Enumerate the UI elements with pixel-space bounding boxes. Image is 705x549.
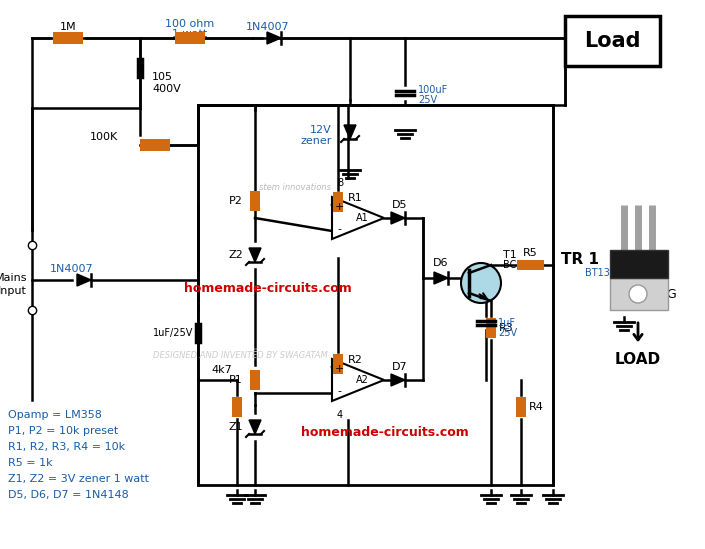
- Text: 12V: 12V: [310, 125, 332, 135]
- Bar: [175, 32, 205, 44]
- Text: 4k7: 4k7: [212, 365, 232, 375]
- Bar: [333, 354, 343, 374]
- Polygon shape: [249, 420, 261, 434]
- Text: A2: A2: [355, 375, 369, 385]
- Text: 1N4007: 1N4007: [246, 22, 290, 32]
- Text: 105
400V: 105 400V: [152, 72, 180, 94]
- Text: LOAD: LOAD: [615, 352, 661, 367]
- Text: A1: A1: [355, 213, 369, 223]
- Text: +: +: [334, 364, 344, 374]
- Text: Opamp = LM358: Opamp = LM358: [8, 410, 102, 420]
- Polygon shape: [332, 359, 384, 401]
- Text: 100K: 100K: [90, 132, 118, 142]
- Circle shape: [461, 263, 501, 303]
- Text: 8: 8: [337, 178, 343, 188]
- Polygon shape: [391, 212, 405, 224]
- Bar: [250, 370, 260, 390]
- Polygon shape: [77, 274, 91, 286]
- Text: 1 watt: 1 watt: [173, 29, 208, 39]
- Text: homemade-circuits.com: homemade-circuits.com: [301, 425, 469, 439]
- Bar: [517, 260, 544, 271]
- Text: zener: zener: [300, 136, 332, 146]
- Text: Z1, Z2 = 3V zener 1 watt: Z1, Z2 = 3V zener 1 watt: [8, 474, 149, 484]
- Bar: [140, 139, 170, 151]
- Text: 1M: 1M: [60, 22, 76, 32]
- Text: 4: 4: [337, 410, 343, 420]
- Text: R2: R2: [348, 355, 363, 365]
- Text: R1, R2, R3, R4 = 10k: R1, R2, R3, R4 = 10k: [8, 442, 125, 452]
- Polygon shape: [391, 374, 405, 386]
- Text: T1: T1: [503, 250, 517, 260]
- Text: R5 = 1k: R5 = 1k: [8, 458, 53, 468]
- Text: homemade-circuits.com: homemade-circuits.com: [184, 282, 352, 294]
- Text: 1uF/25V: 1uF/25V: [152, 328, 193, 338]
- Text: stem innovations: stem innovations: [259, 183, 331, 193]
- Text: BC557: BC557: [503, 260, 535, 270]
- Text: Input: Input: [0, 286, 27, 296]
- Polygon shape: [332, 197, 384, 239]
- Text: P1, P2 = 10k preset: P1, P2 = 10k preset: [8, 426, 118, 436]
- Text: D7: D7: [392, 362, 407, 372]
- Text: -: -: [337, 224, 341, 234]
- Polygon shape: [267, 32, 281, 44]
- Bar: [333, 192, 343, 212]
- Text: BT139: BT139: [585, 268, 616, 278]
- Text: 100uF: 100uF: [418, 85, 448, 95]
- Bar: [610, 278, 668, 310]
- Text: Load: Load: [584, 31, 640, 51]
- Bar: [232, 397, 242, 417]
- Text: D5, D6, D7 = 1N4148: D5, D6, D7 = 1N4148: [8, 490, 129, 500]
- Bar: [486, 318, 496, 338]
- Text: TR 1: TR 1: [561, 253, 599, 267]
- Bar: [53, 32, 83, 44]
- Text: P2: P2: [229, 196, 243, 206]
- Text: DESIGNED AND INVENTED BY SWAGATAM: DESIGNED AND INVENTED BY SWAGATAM: [152, 350, 327, 360]
- Text: R5: R5: [522, 248, 537, 258]
- Text: R1: R1: [348, 193, 363, 203]
- Text: R4: R4: [529, 402, 544, 412]
- Text: 25V: 25V: [498, 328, 517, 338]
- Text: +: +: [334, 202, 344, 212]
- Circle shape: [629, 285, 647, 303]
- Text: R3: R3: [499, 323, 514, 333]
- Bar: [198, 105, 553, 485]
- Text: P1: P1: [229, 375, 243, 385]
- Text: 1N4007: 1N4007: [50, 264, 94, 274]
- Text: Z2: Z2: [228, 250, 243, 260]
- Bar: [610, 250, 668, 278]
- Text: D5: D5: [392, 200, 407, 210]
- Polygon shape: [434, 272, 448, 284]
- Text: 100 ohm: 100 ohm: [166, 19, 214, 29]
- Bar: [250, 191, 260, 211]
- Text: Z1: Z1: [228, 422, 243, 432]
- Polygon shape: [249, 248, 261, 262]
- Text: D6: D6: [434, 258, 449, 268]
- Text: G: G: [666, 289, 676, 301]
- Text: 25V: 25V: [418, 95, 437, 105]
- Polygon shape: [344, 125, 356, 139]
- Text: 1uF: 1uF: [498, 318, 516, 328]
- Text: -: -: [337, 386, 341, 396]
- Bar: [516, 397, 526, 417]
- Bar: [565, 16, 660, 66]
- Text: Mains: Mains: [0, 273, 27, 283]
